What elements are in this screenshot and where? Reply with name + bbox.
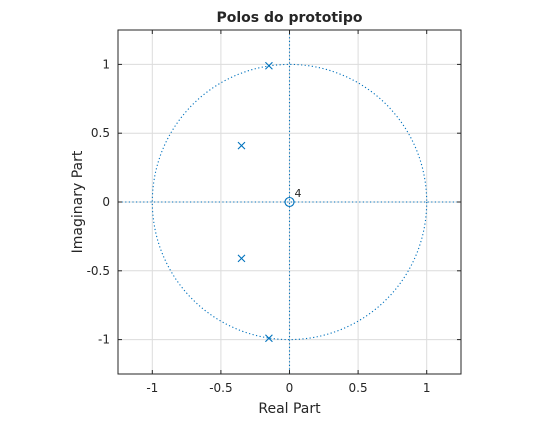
y-tick-label: 0 bbox=[102, 195, 110, 209]
y-axis-label: Imaginary Part bbox=[70, 150, 86, 253]
y-tick-label: -1 bbox=[98, 333, 110, 347]
chart-title: Polos do prototipo bbox=[216, 10, 362, 26]
unit-circle bbox=[151, 63, 428, 341]
x-axis-label: Real Part bbox=[258, 401, 321, 417]
x-tick-label: 1 bbox=[423, 381, 431, 395]
y-tick-label: 0.5 bbox=[91, 126, 110, 140]
pole-marker bbox=[265, 61, 273, 70]
x-tick-label: -0.5 bbox=[209, 381, 232, 395]
pole-marker-stroke bbox=[265, 334, 273, 343]
x-tick-label: 0.5 bbox=[349, 381, 368, 395]
pole-marker-stroke bbox=[237, 254, 246, 263]
pole-marker bbox=[265, 334, 273, 343]
pole-marker bbox=[237, 254, 246, 263]
data-marks: 4 bbox=[237, 61, 302, 343]
ticks: -1 -0.5 0 0.5 1 -1 -0.5 0 0.5 1 bbox=[87, 30, 461, 395]
pole-marker-stroke bbox=[265, 61, 273, 70]
y-tick-label: 1 bbox=[102, 57, 110, 71]
zero-marker bbox=[284, 196, 295, 208]
pole-marker bbox=[237, 141, 246, 150]
x-tick-label: -1 bbox=[146, 381, 158, 395]
multiplicity-label: 4 bbox=[295, 187, 302, 200]
y-tick-label: -0.5 bbox=[87, 264, 110, 278]
x-tick-label: 0 bbox=[286, 381, 294, 395]
reference-lines bbox=[118, 30, 461, 374]
pole-marker-stroke bbox=[237, 141, 246, 150]
